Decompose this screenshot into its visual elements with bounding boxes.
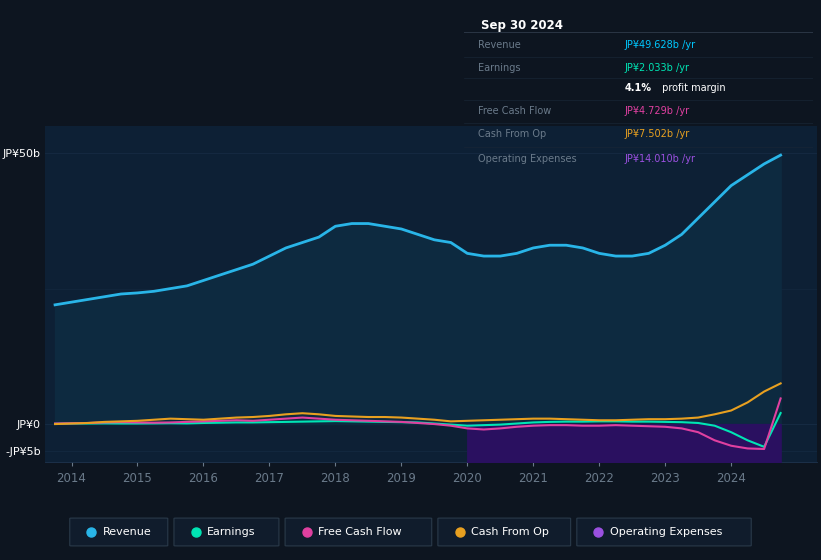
Text: JP¥2.033b /yr: JP¥2.033b /yr [624, 63, 690, 73]
Text: Earnings: Earnings [478, 63, 521, 73]
FancyBboxPatch shape [285, 518, 432, 546]
Text: Revenue: Revenue [103, 527, 152, 537]
FancyBboxPatch shape [577, 518, 751, 546]
Text: JP¥49.628b /yr: JP¥49.628b /yr [624, 40, 695, 50]
Text: Earnings: Earnings [207, 527, 255, 537]
Text: JP¥14.010b /yr: JP¥14.010b /yr [624, 154, 695, 164]
Text: Revenue: Revenue [478, 40, 521, 50]
FancyBboxPatch shape [70, 518, 167, 546]
Text: Free Cash Flow: Free Cash Flow [319, 527, 402, 537]
Text: JP¥7.502b /yr: JP¥7.502b /yr [624, 129, 690, 139]
Text: Cash From Op: Cash From Op [478, 129, 546, 139]
Text: 4.1%: 4.1% [624, 83, 651, 93]
Text: JP¥4.729b /yr: JP¥4.729b /yr [624, 106, 690, 116]
Text: Operating Expenses: Operating Expenses [478, 154, 576, 164]
FancyBboxPatch shape [174, 518, 279, 546]
Text: profit margin: profit margin [659, 83, 726, 93]
Text: Sep 30 2024: Sep 30 2024 [481, 19, 563, 32]
Text: Operating Expenses: Operating Expenses [610, 527, 722, 537]
Text: Free Cash Flow: Free Cash Flow [478, 106, 551, 116]
Text: Cash From Op: Cash From Op [471, 527, 549, 537]
FancyBboxPatch shape [438, 518, 571, 546]
